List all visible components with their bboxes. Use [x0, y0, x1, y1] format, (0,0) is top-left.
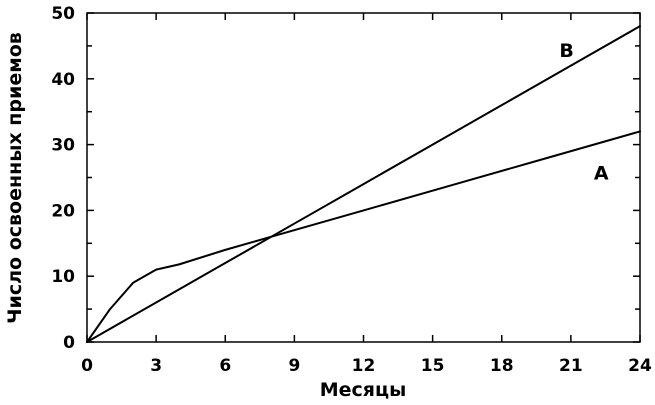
y-axis-title: Число освоенных приемов	[4, 32, 26, 324]
x-tick-label: 24	[628, 356, 652, 376]
plot-frame	[86, 12, 641, 343]
x-tick-label: 0	[81, 356, 93, 376]
y-tick-label: 50	[51, 4, 75, 24]
y-tick-label: 20	[51, 201, 75, 221]
x-tick-label: 12	[352, 356, 376, 376]
x-tick-label: 3	[150, 356, 162, 376]
series-line-a	[86, 130, 641, 343]
y-tick-label: 0	[63, 333, 75, 353]
x-tick-label: 9	[288, 356, 300, 376]
series-label-a: A	[594, 163, 609, 185]
y-tick-label: 40	[51, 70, 75, 90]
x-tick-label: 18	[490, 356, 514, 376]
x-tick-label: 21	[559, 356, 583, 376]
y-axis-ticks: 0 10 20 30 40 50	[51, 4, 640, 353]
y-tick-label: 10	[51, 267, 75, 287]
series-labels: AB	[559, 40, 609, 184]
plot-area-border	[86, 12, 641, 343]
x-tick-label: 15	[421, 356, 445, 376]
x-axis-ticks: 0 3 6 9 12 15 18 21 24	[81, 13, 652, 376]
series-line-b	[86, 25, 641, 343]
x-axis-title: Месяцы	[320, 379, 407, 401]
y-tick-label: 30	[51, 136, 75, 156]
series-label-b: B	[559, 40, 573, 62]
x-tick-label: 6	[219, 356, 231, 376]
series-layer	[86, 25, 641, 343]
